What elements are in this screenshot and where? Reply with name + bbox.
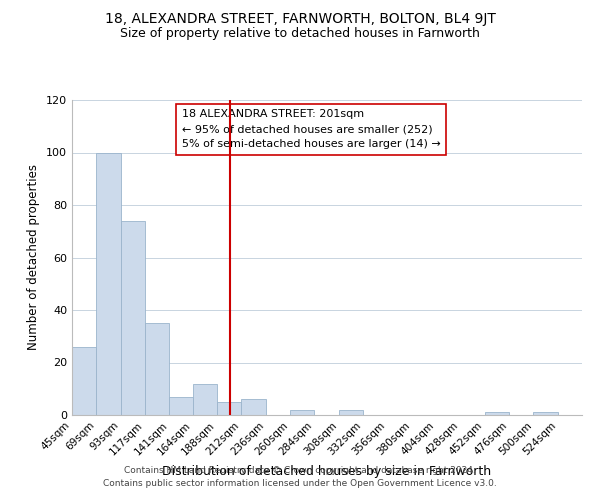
X-axis label: Distribution of detached houses by size in Farnworth: Distribution of detached houses by size … (163, 465, 491, 478)
Bar (338, 410, 363, 415)
Bar (217, 402, 241, 415)
Bar (193, 384, 217, 415)
Bar (290, 410, 314, 415)
Y-axis label: Number of detached properties: Number of detached properties (28, 164, 40, 350)
Bar (72, 347, 97, 415)
Text: 18 ALEXANDRA STREET: 201sqm
← 95% of detached houses are smaller (252)
5% of sem: 18 ALEXANDRA STREET: 201sqm ← 95% of det… (182, 110, 440, 149)
Text: Contains HM Land Registry data © Crown copyright and database right 2024.
Contai: Contains HM Land Registry data © Crown c… (103, 466, 497, 487)
Text: 18, ALEXANDRA STREET, FARNWORTH, BOLTON, BL4 9JT: 18, ALEXANDRA STREET, FARNWORTH, BOLTON,… (104, 12, 496, 26)
Bar (241, 399, 266, 415)
Bar (121, 221, 145, 415)
Bar (97, 152, 121, 415)
Bar (485, 412, 509, 415)
Bar (169, 396, 193, 415)
Text: Size of property relative to detached houses in Farnworth: Size of property relative to detached ho… (120, 28, 480, 40)
Bar (533, 412, 557, 415)
Bar (145, 323, 169, 415)
